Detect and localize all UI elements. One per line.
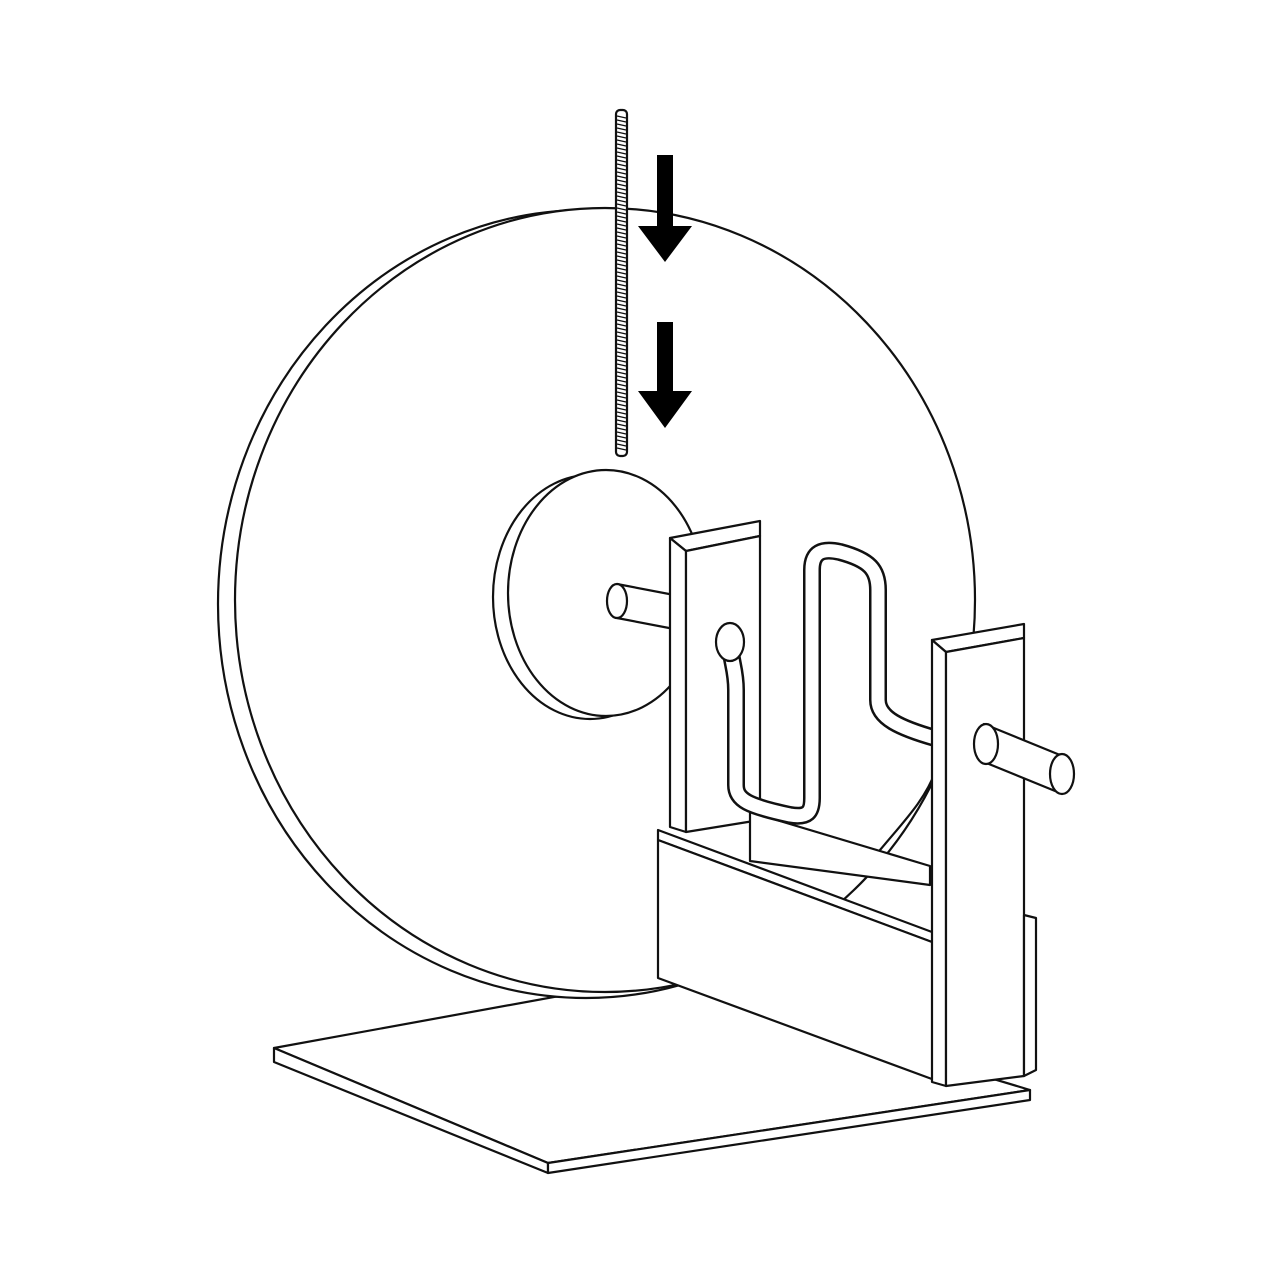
thread-tick [616, 303, 627, 307]
stand-right-upright [930, 622, 1038, 1088]
thread-tick [616, 259, 627, 263]
thread-tick [616, 243, 627, 247]
thread-tick [616, 323, 627, 327]
thread-tick [616, 267, 627, 271]
thread-tick [616, 271, 627, 275]
thread-tick [616, 175, 627, 179]
thread-tick [616, 371, 627, 375]
thread-tick [616, 183, 627, 187]
filament-guide-tube [714, 541, 944, 825]
thread-tick [616, 287, 627, 291]
stand-left-upright [668, 519, 762, 834]
thread-tick [616, 351, 627, 355]
axle-front [972, 722, 1076, 796]
thread-tick [616, 131, 627, 135]
arrow-down-icon [638, 322, 692, 428]
thread-tick [616, 143, 627, 147]
thread-tick [616, 119, 627, 123]
thread-tick [616, 307, 627, 311]
thread-tick [616, 155, 627, 159]
thread-tick [616, 167, 627, 171]
thread-tick [616, 163, 627, 167]
thread-tick [616, 263, 627, 267]
thread-tick [616, 335, 627, 339]
thread-tick [616, 179, 627, 183]
thread-tick [616, 275, 627, 279]
thread-tick [616, 295, 627, 299]
thread-tick [616, 395, 627, 399]
thread-tick [616, 443, 627, 447]
thread-tick [616, 375, 627, 379]
thread-tick [616, 387, 627, 391]
thread-tick [616, 127, 627, 131]
thread-tick [616, 363, 627, 367]
thread-tick [616, 379, 627, 383]
thread-tick [616, 247, 627, 251]
thread-tick [616, 135, 627, 139]
thread-tick [616, 291, 627, 295]
thread-tick [616, 415, 627, 419]
thread-tick [616, 315, 627, 319]
thread-tick [616, 419, 627, 423]
thread-tick [616, 439, 627, 443]
thread-tick [616, 367, 627, 371]
thread-tick [616, 347, 627, 351]
thread-tick [616, 343, 627, 347]
thread-tick [616, 187, 627, 191]
thread-tick [616, 431, 627, 435]
thread-tick [616, 355, 627, 359]
base-plate [272, 976, 1032, 1175]
thread-tick [616, 251, 627, 255]
thread-tick [616, 227, 627, 231]
thread-tick [616, 151, 627, 155]
thread-tick [616, 391, 627, 395]
thread-tick [616, 423, 627, 427]
thread-tick [616, 231, 627, 235]
thread-tick [616, 319, 627, 323]
thread-tick [616, 359, 627, 363]
thread-tick [616, 159, 627, 163]
thread-tick [616, 299, 627, 303]
thread-tick [616, 211, 627, 215]
thread-tick [616, 279, 627, 283]
thread-tick [616, 207, 627, 211]
thread-tick [616, 215, 627, 219]
thread-tick [616, 171, 627, 175]
arrow-down-icon [638, 155, 692, 262]
thread-tick [616, 219, 627, 223]
thread-tick [616, 147, 627, 151]
thread-tick [616, 199, 627, 203]
thread-tick [616, 403, 627, 407]
thread-tick [616, 195, 627, 199]
thread-tick [616, 255, 627, 259]
thread-tick [616, 407, 627, 411]
thread-tick [616, 115, 627, 119]
thread-tick [616, 331, 627, 335]
thread-tick [616, 239, 627, 243]
thread-tick [616, 339, 627, 343]
thread-tick [616, 311, 627, 315]
thread-tick [616, 139, 627, 143]
thread-tick [616, 447, 627, 451]
thread-tick [616, 383, 627, 387]
thread-tick [616, 327, 627, 331]
threaded-rod [614, 108, 629, 458]
thread-tick [616, 191, 627, 195]
thread-tick [616, 283, 627, 287]
thread-tick [616, 411, 627, 415]
thread-tick [616, 435, 627, 439]
thread-tick [616, 203, 627, 207]
thread-tick [616, 427, 627, 431]
spool-hub [491, 468, 706, 721]
rod-threads [616, 115, 627, 451]
thread-tick [616, 235, 627, 239]
thread-tick [616, 223, 627, 227]
thread-tick [616, 399, 627, 403]
thread-tick [616, 123, 627, 127]
